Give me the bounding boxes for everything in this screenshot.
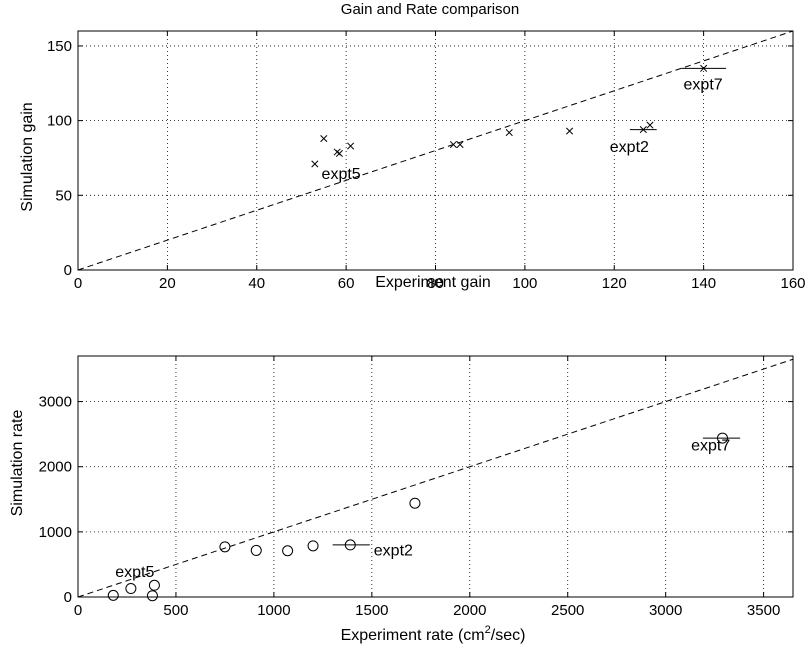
gain-data-point xyxy=(335,149,343,158)
gain-x-tick-label: 0 xyxy=(74,275,82,292)
gain-x-ticks: 0 20 40 60 80 100 120 140 160 xyxy=(74,31,806,292)
rate-annotation-expt5: expt5 xyxy=(115,564,154,581)
gain-data-point xyxy=(311,160,319,168)
rate-y-tick-label: 1000 xyxy=(39,524,72,541)
gain-x-tick-label: 160 xyxy=(780,275,805,292)
rate-annotations: expt7 expt2 expt5 xyxy=(115,437,730,580)
rate-x-tick-label: 3000 xyxy=(649,602,682,619)
rate-error-bars xyxy=(332,437,741,546)
gain-chart: Gain and Rate comparison expt7 expt2 expt5… xyxy=(19,1,806,292)
rate-annotation-expt7: expt7 xyxy=(691,437,730,454)
rate-y-tick-label: 3000 xyxy=(39,394,72,411)
gain-annotation-expt5: expt5 xyxy=(322,166,361,183)
rate-x-tick-label: 500 xyxy=(163,602,188,619)
gain-data-point xyxy=(505,129,513,137)
gain-data-point xyxy=(700,64,708,72)
rate-x-label-suffix: /sec) xyxy=(491,627,526,644)
gain-annotation-expt7: expt7 xyxy=(684,76,723,93)
rate-x-axis-label: Experiment rate (cm2/sec) xyxy=(341,624,526,644)
rate-data-point xyxy=(107,589,119,601)
rate-x-tick-label: 2000 xyxy=(453,602,486,619)
rate-x-tick-label: 2500 xyxy=(551,602,584,619)
gain-data-point xyxy=(347,142,355,150)
rate-x-tick-label: 1500 xyxy=(355,602,388,619)
gain-y-tick-label: 100 xyxy=(47,113,72,130)
rate-data-point xyxy=(148,579,160,591)
gain-y-tick-label: 50 xyxy=(55,187,72,204)
gain-data-point xyxy=(449,140,457,149)
rate-x-tick-label: 3500 xyxy=(747,602,780,619)
gain-x-tick-label: 140 xyxy=(691,275,716,292)
rate-data-point xyxy=(125,583,137,595)
gain-x-tick-label: 80 xyxy=(427,275,444,292)
gain-x-tick-label: 20 xyxy=(159,275,176,292)
gain-annotations: expt7 expt2 expt5 xyxy=(322,76,723,183)
rate-y-tick-label: 2000 xyxy=(39,459,72,476)
rate-y-tick-label: 0 xyxy=(64,589,72,606)
gain-data-point xyxy=(456,140,464,149)
rate-data-point xyxy=(219,541,231,553)
rate-y-axis-label: Simulation rate xyxy=(9,410,26,517)
rate-x-label-superscript: 2 xyxy=(485,624,491,636)
rate-annotation-expt2: expt2 xyxy=(374,542,413,559)
gain-x-axis-label: Experiment gain xyxy=(375,274,491,291)
rate-x-ticks: 0 500 1000 1500 2000 2500 3000 3500 xyxy=(74,356,780,619)
rate-data-point xyxy=(146,590,158,602)
gain-data-point xyxy=(333,148,341,156)
rate-data-point xyxy=(282,545,294,557)
rate-reference-line xyxy=(77,358,794,598)
rate-markers xyxy=(107,432,728,602)
gain-data-point xyxy=(566,127,574,135)
rate-x-label-main: Experiment rate (cm xyxy=(341,627,485,644)
gain-x-tick-label: 100 xyxy=(512,275,537,292)
gain-data-point xyxy=(646,121,654,129)
gain-reference-line xyxy=(77,30,794,271)
gain-y-axis-label: Simulation gain xyxy=(19,102,36,211)
gain-data-point xyxy=(639,126,647,134)
rate-y-ticks: 0 1000 2000 3000 xyxy=(39,394,793,606)
gain-y-tick-label: 150 xyxy=(47,38,72,55)
gain-y-tick-label: 0 xyxy=(64,262,72,279)
rate-data-point xyxy=(409,497,421,509)
rate-x-tick-label: 0 xyxy=(74,602,82,619)
rate-x-tick-label: 1000 xyxy=(257,602,290,619)
gain-y-ticks: 0 50 100 150 xyxy=(47,38,793,279)
gain-x-tick-label: 40 xyxy=(248,275,265,292)
gain-x-tick-label: 120 xyxy=(602,275,627,292)
gain-data-point xyxy=(320,134,328,143)
rate-data-point xyxy=(716,432,728,444)
rate-grid xyxy=(78,356,793,597)
chart-title: Gain and Rate comparison xyxy=(341,1,519,18)
gain-annotation-expt2: expt2 xyxy=(610,139,649,156)
rate-chart: expt7 expt2 expt5 0 500 1000 1500 2000 2500 3000… xyxy=(9,355,794,644)
gain-markers xyxy=(311,64,708,168)
rate-data-point xyxy=(307,540,319,552)
rate-plot-frame xyxy=(77,355,794,598)
rate-data-point xyxy=(250,544,262,556)
rate-data-point xyxy=(344,539,356,551)
gain-x-tick-label: 60 xyxy=(338,275,355,292)
